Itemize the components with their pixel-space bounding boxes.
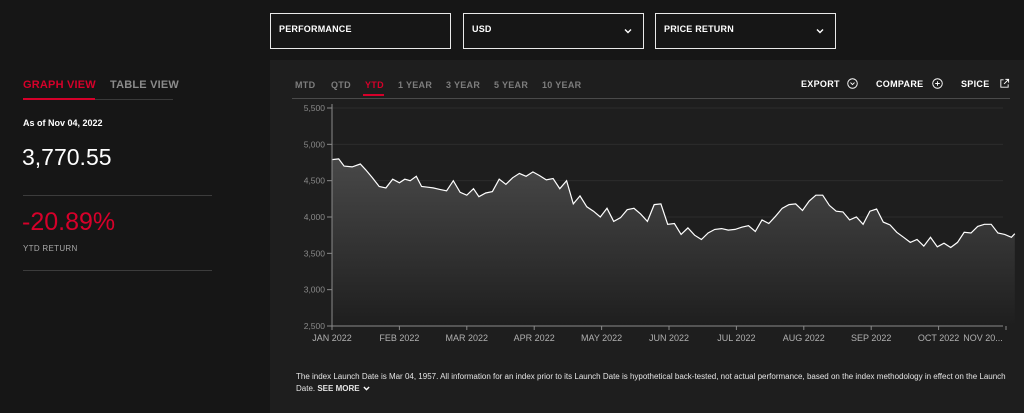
- period-3-year[interactable]: 3 YEAR: [446, 80, 481, 90]
- tab-graph-view[interactable]: GRAPH VIEW: [23, 79, 96, 91]
- x-tick-label: NOV 20...: [963, 333, 1003, 343]
- y-tick-label: 3,500: [304, 248, 326, 258]
- x-tick-label: JUL 2022: [717, 333, 755, 343]
- export-label: EXPORT: [801, 79, 840, 89]
- chevron-down-icon: [816, 29, 824, 34]
- x-tick-label: OCT 2022: [918, 333, 959, 343]
- x-tick-label: AUG 2022: [783, 333, 825, 343]
- selector-return-type[interactable]: PRICE RETURN: [655, 13, 836, 49]
- chart-series-line: [331, 158, 1016, 249]
- export-button[interactable]: EXPORT: [801, 78, 858, 89]
- period-5-year[interactable]: 5 YEAR: [494, 80, 529, 90]
- performance-chart[interactable]: 5,500 5,000 4,500 4,000 3,500 3,000 2,500 JAN 2…: [270, 98, 1024, 348]
- x-tick-label: MAR 2022: [446, 333, 489, 343]
- chevron-down-icon: [624, 29, 632, 34]
- period-10-year[interactable]: 10 YEAR: [542, 80, 582, 90]
- launch-date-disclaimer: The index Launch Date is Mar 04, 1957. A…: [296, 372, 1006, 393]
- as-of-date: As of Nov 04, 2022: [23, 118, 103, 128]
- selector-return-type-label: PRICE RETURN: [664, 24, 734, 34]
- period-qtd[interactable]: QTD: [331, 80, 351, 90]
- selector-performance[interactable]: PERFORMANCE: [270, 13, 451, 49]
- compare-label: COMPARE: [876, 79, 924, 89]
- y-tick-label: 4,500: [304, 176, 326, 186]
- selector-currency[interactable]: USD: [463, 13, 644, 49]
- selector-performance-label: PERFORMANCE: [279, 24, 352, 34]
- period-ytd[interactable]: YTD: [365, 80, 384, 90]
- tab-table-view[interactable]: TABLE VIEW: [110, 79, 180, 91]
- chevron-down-icon: [363, 386, 370, 391]
- tab-divider: [23, 99, 173, 100]
- spice-button[interactable]: SPICE: [961, 78, 1010, 89]
- y-tick-label: 3,000: [304, 285, 326, 295]
- ytd-return-value: -20.89%: [22, 208, 116, 236]
- see-more-link[interactable]: SEE MORE: [317, 384, 360, 393]
- external-link-icon: [1000, 78, 1010, 88]
- ytd-return-label: YTD RETURN: [23, 244, 78, 253]
- index-value: 3,770.55: [22, 144, 112, 170]
- x-tick-label: MAY 2022: [581, 333, 622, 343]
- plus-circle-icon: [932, 78, 943, 89]
- divider: [23, 195, 212, 196]
- active-tab-indicator: [23, 98, 95, 100]
- active-period-indicator: [363, 94, 384, 96]
- chart-top-rule: [292, 98, 1010, 99]
- divider: [23, 270, 212, 271]
- compare-button[interactable]: COMPARE: [876, 78, 943, 89]
- x-tick-label: JAN 2022: [312, 333, 352, 343]
- spice-label: SPICE: [961, 79, 990, 89]
- x-tick-label: APR 2022: [514, 333, 555, 343]
- y-tick-label: 2,500: [304, 321, 326, 331]
- x-tick-label: SEP 2022: [851, 333, 891, 343]
- x-tick-label: JUN 2022: [649, 333, 689, 343]
- y-tick-label: 5,000: [304, 139, 326, 149]
- chart-area-fill: [332, 158, 1015, 326]
- period-1-year[interactable]: 1 YEAR: [398, 80, 433, 90]
- y-tick-label: 4,000: [304, 212, 326, 222]
- chevron-circle-icon: [847, 78, 858, 89]
- x-tick-label: FEB 2022: [379, 333, 419, 343]
- selector-currency-label: USD: [472, 24, 492, 34]
- y-tick-label: 5,500: [304, 103, 326, 113]
- period-mtd[interactable]: MTD: [295, 80, 316, 90]
